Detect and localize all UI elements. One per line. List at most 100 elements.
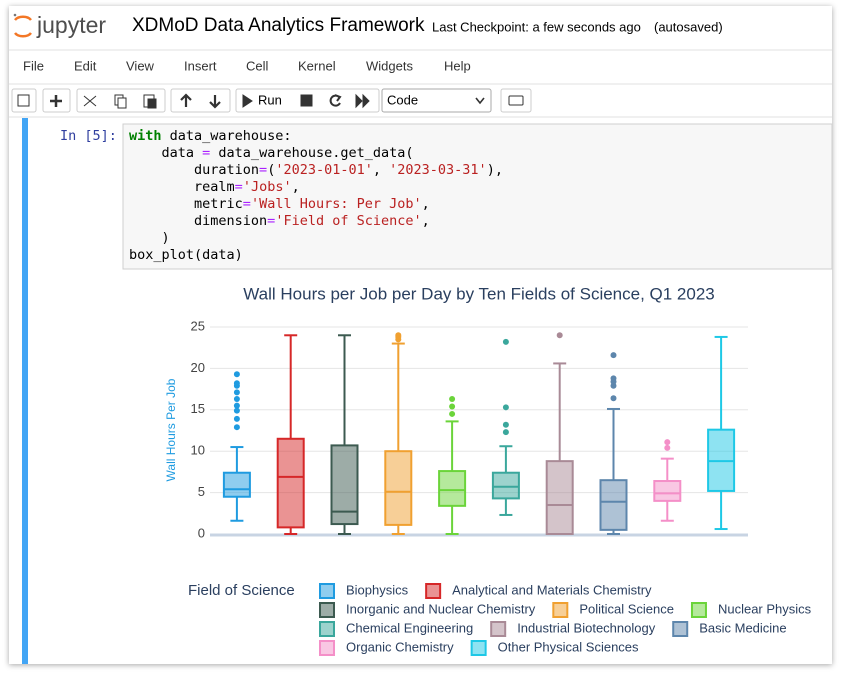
box-body — [491, 471, 520, 500]
legend-swatch — [319, 583, 335, 599]
keyboard-button[interactable] — [500, 88, 532, 113]
up-icon — [180, 93, 192, 107]
cell-type-select[interactable] — [381, 88, 492, 113]
legend-label: Basic Medicine — [699, 620, 786, 635]
code-token: duration — [129, 162, 259, 178]
legend-item[interactable]: Chemical Engineering — [319, 620, 473, 637]
menu-item[interactable]: Cell — [246, 58, 269, 73]
autosave-status: (autosaved) — [654, 19, 723, 34]
legend-item[interactable]: Biophysics — [319, 582, 409, 599]
code-token: 'Jobs' — [243, 179, 292, 195]
code-token: , — [373, 162, 389, 178]
legend-item[interactable]: Analytical and Materials Chemistry — [425, 582, 652, 599]
legend-item[interactable]: Industrial Biotechnology — [490, 620, 656, 637]
outlier — [449, 403, 456, 410]
y-tick-label: 25 — [191, 318, 205, 333]
y-tick-label: 20 — [191, 360, 205, 375]
notebook-title[interactable]: XDMoD Data Analytics Framework — [132, 15, 425, 36]
legend-swatch — [672, 621, 689, 637]
chevron — [475, 97, 485, 105]
legend-item[interactable]: Organic Chemistry — [319, 639, 454, 656]
code-token: = — [202, 145, 210, 161]
move-buttons[interactable] — [170, 88, 231, 113]
outlier — [233, 402, 240, 409]
paste-icon — [147, 98, 157, 109]
menu-item[interactable]: Kernel — [298, 58, 336, 73]
box — [653, 439, 682, 522]
legend-item[interactable]: Inorganic and Nuclear Chemistry — [319, 601, 536, 618]
legend-item[interactable]: Basic Medicine — [672, 620, 787, 637]
legend-label: Other Physical Sciences — [498, 639, 639, 654]
code: with data_warehouse: data = data_warehou… — [129, 128, 503, 263]
legend-label: Political Science — [579, 601, 674, 616]
box — [491, 338, 520, 516]
window — [9, 6, 832, 664]
code-input[interactable] — [122, 123, 833, 270]
code-token: '2023-01-01' — [275, 162, 373, 178]
outlier — [610, 395, 617, 402]
save-button[interactable] — [11, 88, 37, 113]
menu-item[interactable]: View — [126, 58, 155, 73]
cut-icon — [83, 95, 97, 107]
code-token: = — [259, 162, 267, 178]
copy-icon — [117, 97, 127, 109]
run-icon — [242, 94, 253, 108]
menu-item[interactable]: Insert — [184, 58, 217, 73]
toolbar — [11, 88, 532, 113]
code-line: with data_warehouse: — [129, 128, 292, 144]
code-line: ) — [129, 230, 170, 246]
legend-swatch — [490, 621, 507, 637]
outlier — [233, 389, 240, 396]
legend-item[interactable]: Political Science — [552, 601, 674, 618]
box — [276, 334, 305, 535]
code-line: duration=('2023-01-01', '2023-03-31'), — [129, 162, 503, 178]
legend-swatch — [319, 602, 335, 618]
box — [438, 396, 467, 535]
box-body — [276, 437, 305, 529]
code-token: , — [422, 213, 430, 229]
outlier — [233, 380, 240, 387]
legend-item[interactable]: Other Physical Sciences — [470, 639, 639, 656]
outlier — [233, 371, 240, 378]
outlier — [233, 407, 240, 414]
legend-label: Industrial Biotechnology — [517, 620, 656, 635]
y-tick-label: 15 — [191, 401, 205, 416]
outlier — [664, 439, 671, 446]
legend-label: Inorganic and Nuclear Chemistry — [346, 601, 536, 616]
box — [222, 371, 251, 522]
legend-swatch — [425, 583, 442, 599]
outlier — [664, 444, 671, 451]
legend-item[interactable]: Nuclear Physics — [690, 601, 812, 618]
menu-item[interactable]: Help — [444, 58, 471, 73]
code-token: data_warehouse: — [162, 128, 292, 144]
menu-item[interactable]: Widgets — [366, 58, 413, 73]
box-body — [384, 450, 413, 526]
outlier — [233, 424, 240, 431]
box-body — [222, 471, 251, 498]
checkpoint: Last Checkpoint: a few seconds ago — [432, 19, 641, 34]
box-body — [599, 479, 628, 531]
box — [330, 334, 359, 535]
cell-type-value: Code — [387, 92, 418, 107]
code-token: , — [422, 196, 430, 212]
stop-icon — [300, 94, 313, 107]
legend-swatch — [552, 602, 569, 618]
outlier — [233, 396, 240, 403]
down-icon — [209, 95, 221, 109]
legend-title: Field of Science — [188, 582, 295, 599]
code-token: metric — [129, 196, 243, 212]
legend-label: Analytical and Materials Chemistry — [452, 582, 652, 597]
menu-item[interactable]: File — [23, 58, 44, 73]
code-line: metric='Wall Hours: Per Job', — [129, 196, 430, 212]
legend-label: Nuclear Physics — [718, 601, 812, 616]
code-token: 'Wall Hours: Per Job' — [251, 196, 422, 212]
outlier — [449, 396, 456, 403]
y-tick-label: 5 — [198, 484, 205, 499]
outlier — [502, 421, 509, 428]
logo[interactable]: jupyter — [13, 12, 107, 38]
legend-label: Biophysics — [346, 582, 409, 597]
menu-item[interactable]: Edit — [74, 58, 97, 73]
code-token: data_warehouse.get_data( — [210, 145, 413, 161]
logo-text: jupyter — [36, 12, 106, 38]
